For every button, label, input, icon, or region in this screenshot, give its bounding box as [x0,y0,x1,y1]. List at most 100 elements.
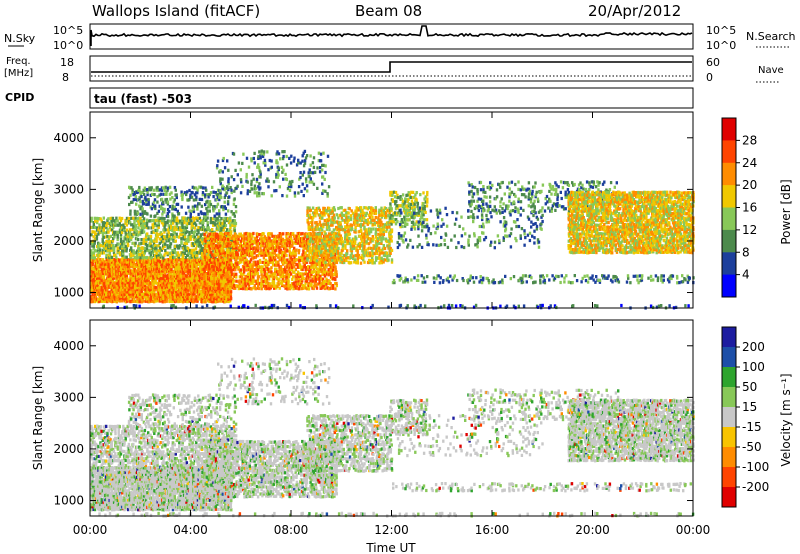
heatmap-cell [148,274,151,279]
heatmap-cell [123,279,126,283]
heatmap-cell [233,219,237,223]
heatmap-cell [203,290,206,294]
heatmap-cell [195,195,198,199]
heatmap-cell [147,197,150,202]
heatmap-cell [158,271,162,275]
heatmap-cell [192,243,196,248]
heatmap-cell [122,257,125,261]
heatmap-cell [167,259,171,264]
heatmap-cell [134,216,137,220]
heatmap-cell [120,230,124,235]
heatmap-cell [102,281,106,285]
heatmap-cell [125,297,128,301]
heatmap-cell [142,299,146,303]
heatmap-cell [156,299,159,303]
heatmap-cell [165,274,169,278]
heatmap-cell [94,295,98,299]
heatmap-cell [186,300,189,304]
heatmap-cell [116,260,120,264]
heatmap-cell [121,299,124,303]
heatmap-cell [226,217,230,221]
heatmap-cell [118,276,122,280]
heatmap-cell [153,267,156,271]
heatmap-cell [173,214,176,218]
heatmap-cell [125,269,128,273]
heatmap-cell [186,222,189,226]
heatmap-cell [204,246,207,250]
heatmap-cell [172,274,175,278]
heatmap-cell [125,255,128,259]
heatmap-cell [152,248,156,252]
heatmap-cell [174,216,177,220]
heatmap-cell [175,267,178,272]
heatmap-cell [125,247,128,251]
heatmap-cell [98,265,101,269]
heatmap-cell [154,288,157,292]
heatmap-cell [180,274,183,278]
heatmap-cell [223,218,226,222]
heatmap-cell [199,244,203,248]
heatmap-cell [98,217,101,221]
heatmap-cell [188,299,191,303]
heatmap-cell [136,286,139,290]
heatmap-cell [156,266,159,271]
heatmap-cell [162,223,165,227]
heatmap-cell [147,258,150,262]
heatmap-cell [139,212,142,216]
heatmap-cell [177,284,180,288]
heatmap-cell [316,282,319,286]
heatmap-cell [189,264,193,268]
heatmap-cell [115,285,118,289]
heatmap-cell [163,217,166,221]
heatmap-cell [161,285,164,289]
heatmap-cell [154,249,157,253]
heatmap-cell [145,247,149,251]
heatmap-cell [137,272,140,276]
heatmap-cell [169,260,172,264]
heatmap-cell [156,288,160,292]
heatmap-cell [127,195,131,200]
heatmap-cell [137,226,140,230]
heatmap-cell [226,294,229,298]
heatmap-cell [136,288,139,292]
heatmap-cell [93,272,96,276]
heatmap-cell [96,248,100,252]
heatmap-cell [139,260,142,264]
heatmap-cell [137,238,140,242]
heatmap-cell [102,224,106,228]
heatmap-cell [173,272,176,276]
heatmap-cell [114,290,117,294]
heatmap-cell [109,246,113,250]
heatmap-cell [146,297,149,301]
heatmap-cell [183,244,187,248]
heatmap-cell [141,274,144,278]
heatmap-cell [131,288,134,292]
heatmap-cell [93,230,96,234]
heatmap-cell [196,188,199,192]
heatmap-cell [129,265,132,269]
heatmap-cell [112,257,115,262]
heatmap-cell [193,204,197,208]
heatmap-cell [159,255,162,259]
heatmap-cell [99,248,102,252]
heatmap-cell [96,287,99,292]
heatmap-cell [106,300,109,304]
heatmap-cell [236,251,239,255]
heatmap-cell [209,293,212,297]
heatmap-cell [138,279,141,283]
heatmap-cell [133,264,136,269]
heatmap-cell [198,274,202,278]
heatmap-cell [154,281,157,285]
heatmap-cell [188,238,191,242]
heatmap-cell [138,290,141,294]
heatmap-cell [125,285,128,289]
heatmap-cell [158,264,162,268]
heatmap-cell [188,270,191,274]
heatmap-cell [173,231,176,235]
heatmap-cell [208,253,211,257]
heatmap-cell [102,285,105,290]
heatmap-cell [150,244,153,248]
heatmap-cell [114,253,117,257]
heatmap-cell [159,297,162,301]
heatmap-cell [258,258,262,263]
